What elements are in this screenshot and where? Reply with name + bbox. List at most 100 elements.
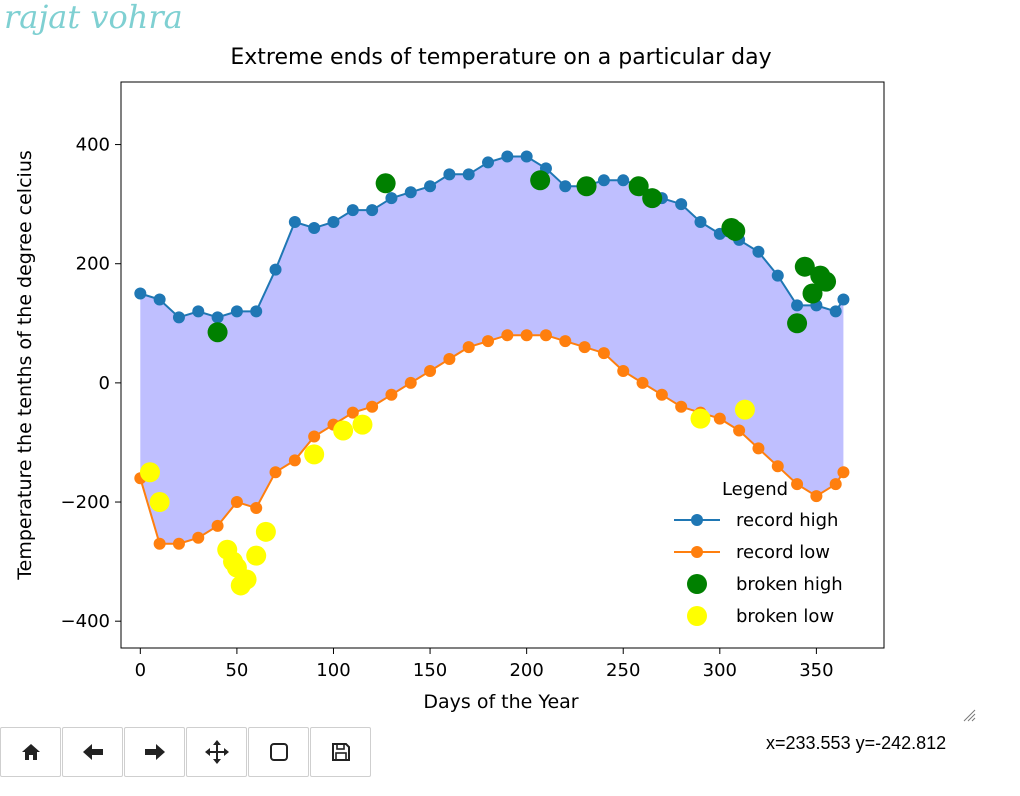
data-point bbox=[694, 216, 707, 229]
x-tick-label: 100 bbox=[316, 660, 350, 681]
y-tick-label: 400 bbox=[76, 135, 110, 156]
x-axis: 0 50 100 150 200 250 300 350 bbox=[135, 648, 834, 681]
series-broken-high bbox=[207, 170, 837, 343]
legend-entry: record low bbox=[674, 542, 830, 563]
scatter-point bbox=[576, 176, 597, 197]
data-point bbox=[559, 335, 572, 348]
resize-grip-icon[interactable] bbox=[962, 708, 976, 722]
fill-between-area bbox=[140, 156, 844, 544]
data-point bbox=[269, 466, 282, 479]
data-point bbox=[192, 305, 205, 318]
data-point bbox=[288, 216, 301, 229]
data-point bbox=[385, 192, 398, 205]
y-tick-label: 200 bbox=[76, 254, 110, 275]
zoom-button[interactable] bbox=[248, 727, 309, 777]
cursor-coordinates: x=233.553 y=-242.812 bbox=[766, 733, 947, 753]
data-point bbox=[837, 293, 850, 306]
data-point bbox=[134, 287, 147, 300]
data-point bbox=[791, 299, 804, 312]
data-point bbox=[771, 269, 784, 282]
y-tick-label: −400 bbox=[61, 611, 110, 632]
scatter-point bbox=[246, 545, 267, 566]
data-point bbox=[655, 388, 668, 401]
scatter-point bbox=[333, 420, 354, 441]
data-point bbox=[636, 376, 649, 389]
data-point bbox=[172, 537, 185, 550]
data-point bbox=[269, 263, 282, 276]
data-point bbox=[482, 335, 495, 348]
home-button[interactable] bbox=[0, 727, 61, 777]
data-point bbox=[837, 466, 850, 479]
data-point bbox=[424, 180, 437, 193]
forward-button[interactable] bbox=[124, 727, 185, 777]
chart-title: Extreme ends of temperature on a particu… bbox=[230, 45, 771, 70]
data-point bbox=[366, 204, 379, 217]
data-point bbox=[752, 442, 765, 455]
scatter-point bbox=[642, 188, 663, 209]
x-axis-label: Days of the Year bbox=[423, 691, 578, 713]
legend-marker bbox=[687, 606, 707, 626]
legend-label: broken high bbox=[736, 574, 843, 595]
data-point bbox=[153, 537, 166, 550]
home-icon bbox=[21, 744, 40, 760]
scatter-point bbox=[207, 322, 228, 343]
data-point bbox=[752, 245, 765, 258]
series-layer bbox=[134, 150, 850, 596]
data-point bbox=[230, 496, 243, 509]
data-point bbox=[501, 150, 514, 163]
data-point bbox=[404, 186, 417, 199]
legend-entry: record high bbox=[674, 510, 838, 531]
back-button[interactable] bbox=[62, 727, 123, 777]
navigation-toolbar bbox=[0, 727, 371, 779]
data-point bbox=[617, 174, 630, 187]
data-point bbox=[578, 341, 591, 354]
pan-button[interactable] bbox=[186, 727, 247, 777]
series-record-low bbox=[134, 329, 850, 550]
data-point bbox=[675, 198, 688, 211]
scatter-point bbox=[725, 220, 746, 241]
data-point bbox=[539, 329, 552, 342]
data-point bbox=[327, 216, 340, 229]
legend-title: Legend bbox=[722, 479, 788, 500]
scatter-point bbox=[236, 569, 257, 590]
data-point bbox=[308, 430, 321, 443]
y-axis: −400 −200 0 200 400 bbox=[61, 135, 121, 632]
scatter-point bbox=[352, 414, 373, 435]
legend-label: record high bbox=[736, 510, 838, 531]
x-tick-label: 50 bbox=[225, 660, 248, 681]
data-point bbox=[230, 305, 243, 318]
scatter-point bbox=[794, 256, 815, 277]
scatter-point bbox=[304, 444, 325, 465]
data-point bbox=[346, 204, 359, 217]
zoom-rect-icon bbox=[269, 743, 288, 761]
arrow-left-icon bbox=[82, 744, 103, 760]
data-point bbox=[597, 174, 610, 187]
x-tick-label: 250 bbox=[606, 660, 640, 681]
data-point bbox=[192, 531, 205, 544]
save-button[interactable] bbox=[310, 727, 371, 777]
data-point bbox=[520, 150, 533, 163]
chart[interactable]: Extreme ends of temperature on a particu… bbox=[0, 0, 1020, 720]
legend: Legend record high record low broken high b… bbox=[674, 479, 843, 627]
x-tick-label: 150 bbox=[413, 660, 447, 681]
data-point bbox=[443, 353, 456, 366]
data-point bbox=[482, 156, 495, 169]
scatter-point bbox=[787, 313, 808, 334]
data-point bbox=[308, 221, 321, 234]
x-tick-label: 0 bbox=[135, 660, 146, 681]
y-tick-label: 0 bbox=[99, 373, 110, 394]
legend-marker bbox=[691, 546, 703, 558]
move-icon bbox=[204, 740, 229, 764]
arrow-right-icon bbox=[144, 744, 165, 760]
fill-between-polygon bbox=[140, 156, 844, 544]
data-point bbox=[424, 364, 437, 377]
data-point bbox=[462, 168, 475, 181]
plot-frame bbox=[120, 81, 885, 649]
y-axis-label: Temperature the tenths of the degree cel… bbox=[14, 150, 36, 581]
scatter-point bbox=[530, 170, 551, 191]
data-point bbox=[250, 501, 263, 514]
data-point bbox=[713, 412, 726, 425]
x-tick-label: 350 bbox=[799, 660, 833, 681]
data-point bbox=[501, 329, 514, 342]
data-point bbox=[288, 454, 301, 467]
